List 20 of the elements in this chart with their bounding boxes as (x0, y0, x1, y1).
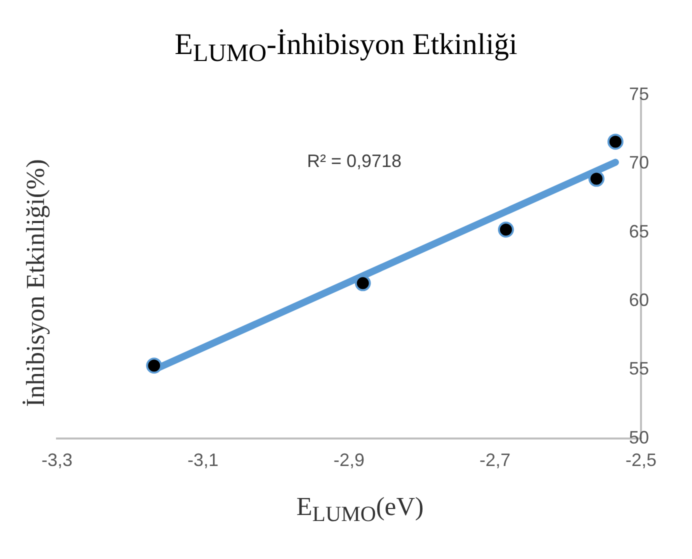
chart-title: E$_{LUMO}$-İnhibisyon Etkinliği (174, 28, 518, 68)
x-axis-title: E$_{LUMO}$(eV) (295, 492, 425, 528)
y-tick-label: 75 (628, 84, 649, 104)
point (498, 222, 514, 238)
y-tick-label: 60 (628, 290, 649, 310)
y-tick-label: 50 (628, 427, 649, 448)
point (588, 170, 604, 187)
x-tick-label: -2,7 (479, 450, 511, 470)
y-axis-title: İnhibisyon Etkinliği(%) (21, 159, 51, 407)
y-tick-label: 55 (628, 358, 649, 379)
x-tick-label: -3,3 (41, 450, 73, 470)
point (607, 134, 624, 150)
y-tick-label: 70 (628, 152, 649, 173)
y-tick-label: 65 (628, 221, 649, 242)
annotation: R² = 0,9718 (307, 151, 402, 171)
x-tick-label: -2,5 (625, 450, 657, 470)
x-tick-label: -3,1 (187, 450, 219, 470)
point (146, 358, 162, 374)
x-tick-label: -2,9 (333, 450, 365, 470)
point (354, 275, 371, 292)
